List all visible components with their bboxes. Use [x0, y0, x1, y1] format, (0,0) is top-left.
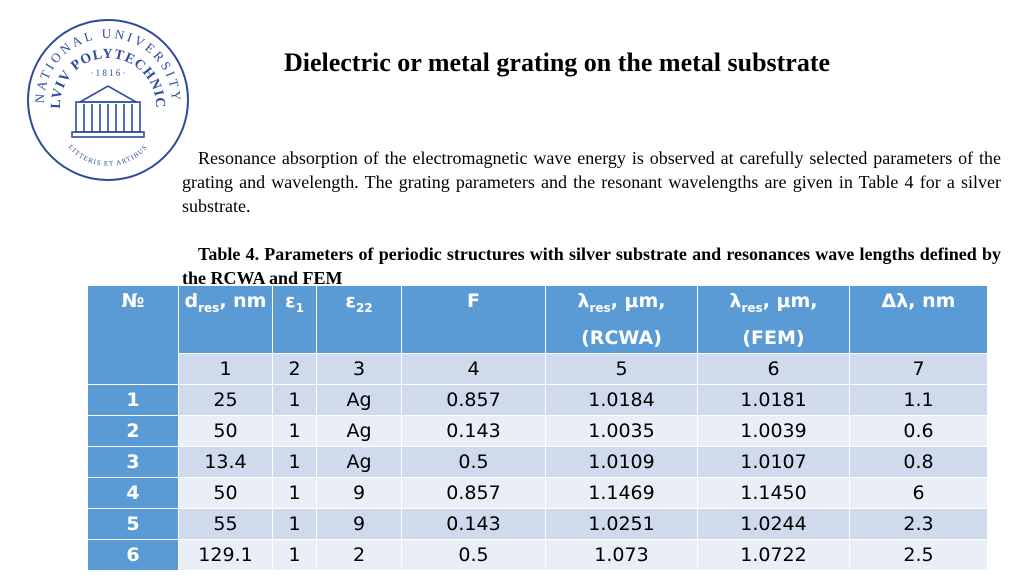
header-d-main: d [184, 290, 199, 312]
table-row: 1 25 1 Ag 0.857 1.0184 1.0181 1.1 [87, 383, 988, 416]
column-number: 4 [401, 352, 546, 385]
table-body: 1 25 1 Ag 0.857 1.0184 1.0181 1.1 2 50 1 Ag 0.143 1.0… [87, 383, 988, 571]
header-d-res: dres, nm [178, 285, 273, 354]
header-delta-lambda: Δλ, nm [849, 285, 988, 354]
row-number: 3 [87, 445, 179, 478]
table-row: 4 50 1 9 0.857 1.1469 1.1450 6 [87, 476, 988, 509]
table-cell: 0.143 [401, 507, 546, 540]
row-number: 6 [87, 538, 179, 571]
header-e22-main: ε [345, 290, 356, 312]
column-number: 1 [178, 352, 273, 385]
column-number: 7 [849, 352, 988, 385]
header-rcwa-unit: , μm, [610, 290, 666, 312]
table-cell: 1.0109 [545, 445, 698, 478]
header-lambda-fem: λres, μm, (FEM) [697, 285, 850, 354]
table-cell: 2.5 [849, 538, 988, 571]
header-epsilon-1: ε1 [272, 285, 317, 354]
table-cell: Ag [316, 414, 402, 447]
table-cell: 50 [178, 414, 273, 447]
table-cell: Ag [316, 445, 402, 478]
body-paragraph-text: Resonance absorption of the electromagne… [182, 148, 1001, 216]
column-number: 6 [697, 352, 850, 385]
table-cell: 1.0035 [545, 414, 698, 447]
table-cell: 1 [272, 507, 317, 540]
header-fem-method: (FEM) [742, 326, 805, 349]
header-fem-main: λ [729, 290, 742, 312]
table-cell: 0.5 [401, 538, 546, 571]
table-cell: 9 [316, 507, 402, 540]
header-fem-sub: res [741, 300, 763, 315]
table-cell: 0.5 [401, 445, 546, 478]
row-number: 2 [87, 414, 179, 447]
table-cell: 1.0184 [545, 383, 698, 416]
column-number-row: 1 2 3 4 5 6 7 [88, 352, 988, 385]
table-cell: 1.0039 [697, 414, 850, 447]
logo-motto: LITTERIS ET ARTIBUS [67, 143, 150, 168]
header-d-sub: res [198, 300, 220, 315]
column-number: 3 [316, 352, 402, 385]
header-number: № [87, 285, 179, 385]
header-e1-main: ε [285, 290, 296, 312]
header-rcwa-method: (RCWA) [581, 326, 662, 349]
table-cell: 0.143 [401, 414, 546, 447]
header-f: F [401, 285, 546, 354]
table-cell: 2 [316, 538, 402, 571]
logo-year: · 1 8 1 6 · [90, 68, 125, 78]
row-number: 5 [87, 507, 179, 540]
table-cell: 1.0244 [697, 507, 850, 540]
table-row: 5 55 1 9 0.143 1.0251 1.0244 2.3 [87, 507, 988, 540]
table-cell: 129.1 [178, 538, 273, 571]
column-number: 2 [272, 352, 317, 385]
table-cell: 2.3 [849, 507, 988, 540]
table-cell: 1.1450 [697, 476, 850, 509]
row-number: 1 [87, 383, 179, 416]
header-epsilon-22: ε22 [316, 285, 402, 354]
table-cell: 0.8 [849, 445, 988, 478]
table-cell: 1 [272, 538, 317, 571]
table-cell: 0.857 [401, 383, 546, 416]
table-caption: Table 4. Parameters of periodic structur… [182, 242, 1001, 286]
building-icon [71, 85, 145, 138]
row-number: 4 [87, 476, 179, 509]
table-cell: Ag [316, 383, 402, 416]
table-cell: 13.4 [178, 445, 273, 478]
table-cell: 0.857 [401, 476, 546, 509]
table-cell: 0.6 [849, 414, 988, 447]
table-cell: 1 [272, 476, 317, 509]
table-cell: 55 [178, 507, 273, 540]
table-cell: 1 [272, 414, 317, 447]
table-header-row: № dres, nm ε1 ε22 F λres, μm, (RCWA) λres… [87, 285, 988, 385]
table-cell: 9 [316, 476, 402, 509]
header-rcwa-sub: res [589, 300, 611, 315]
table-cell: 50 [178, 476, 273, 509]
table-row: 3 13.4 1 Ag 0.5 1.0109 1.0107 0.8 [87, 445, 988, 478]
page-title: Dielectric or metal grating on the metal… [283, 48, 831, 77]
header-lambda-rcwa: λres, μm, (RCWA) [545, 285, 698, 354]
table-cell: 1.0722 [697, 538, 850, 571]
table-cell: 1.1469 [545, 476, 698, 509]
body-paragraph: Resonance absorption of the electromagne… [182, 146, 1001, 218]
table-cell: 1 [272, 383, 317, 416]
table-cell: 6 [849, 476, 988, 509]
header-fem-unit: , μm, [762, 290, 818, 312]
university-logo: NATIONAL UNIVERSITY LVIV POLYTECHNIC · 1… [27, 19, 189, 181]
table-cell: 1.073 [545, 538, 698, 571]
column-number: 5 [545, 352, 698, 385]
table-cell: 1.0181 [697, 383, 850, 416]
table-cell: 1.0107 [697, 445, 850, 478]
table-row: 6 129.1 1 2 0.5 1.073 1.0722 2.5 [87, 538, 988, 571]
table-row: 2 50 1 Ag 0.143 1.0035 1.0039 0.6 [87, 414, 988, 447]
header-d-unit: , nm [219, 290, 267, 312]
table-cell: 1.0251 [545, 507, 698, 540]
header-rcwa-main: λ [577, 290, 590, 312]
table-cell: 25 [178, 383, 273, 416]
table-caption-text: Table 4. Parameters of periodic structur… [182, 244, 1001, 286]
table-cell: 1.1 [849, 383, 988, 416]
parameters-table: № dres, nm ε1 ε22 F λres, μm, (RCWA) λres… [87, 285, 988, 571]
header-e22-sub: 22 [355, 300, 373, 315]
table-cell: 1 [272, 445, 317, 478]
header-e1-sub: 1 [295, 300, 304, 315]
